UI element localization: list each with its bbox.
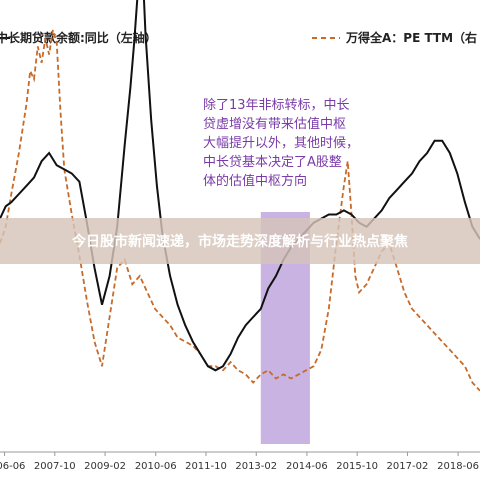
x-tick-label: 2009-02	[84, 461, 126, 472]
annotation-line-4: 中长贷基本决定了A股整	[203, 155, 342, 170]
x-tick-label: 2018-06	[437, 461, 479, 472]
x-tick-label: 2011-10	[185, 461, 227, 472]
legend-label-loan-growth: 中长期贷款余额:同比（左轴）	[0, 30, 157, 45]
x-tick-label: 2007-10	[34, 461, 76, 472]
x-tick-label: 2014-06	[286, 461, 328, 472]
x-tick-label: 2006-06	[0, 461, 25, 472]
series-line-pe-ttm	[0, 29, 480, 392]
x-tick-label: 2013-02	[235, 461, 277, 472]
annotation-line-1: 除了13年非标转标，中长	[203, 98, 350, 113]
legend: 中长期贷款余额:同比（左轴） 万得全A：PE TTM（右	[0, 30, 477, 45]
x-tick-label: 2015-10	[336, 461, 378, 472]
news-banner: 今日股市新闻速递，市场走势深度解析与行业热点聚焦	[0, 218, 480, 264]
x-tick-label: 2010-06	[135, 461, 177, 472]
news-banner-text: 今日股市新闻速递，市场走势深度解析与行业热点聚焦	[72, 234, 408, 250]
x-tick-label: 2017-02	[387, 461, 429, 472]
legend-label-pe-ttm: 万得全A：PE TTM（右	[345, 30, 477, 45]
annotation-line-2: 贷虚增没有带来估值中枢	[203, 116, 346, 132]
x-ticks: 2006-06 2007-10 2009-02 2010-06 2011-10 2013-…	[0, 452, 479, 472]
series-line-loan-growth	[0, 0, 480, 372]
annotation-line-3: 大幅提升以外，其他时候，	[203, 135, 359, 151]
annotation-line-5: 体的估值中枢方向	[203, 173, 307, 189]
